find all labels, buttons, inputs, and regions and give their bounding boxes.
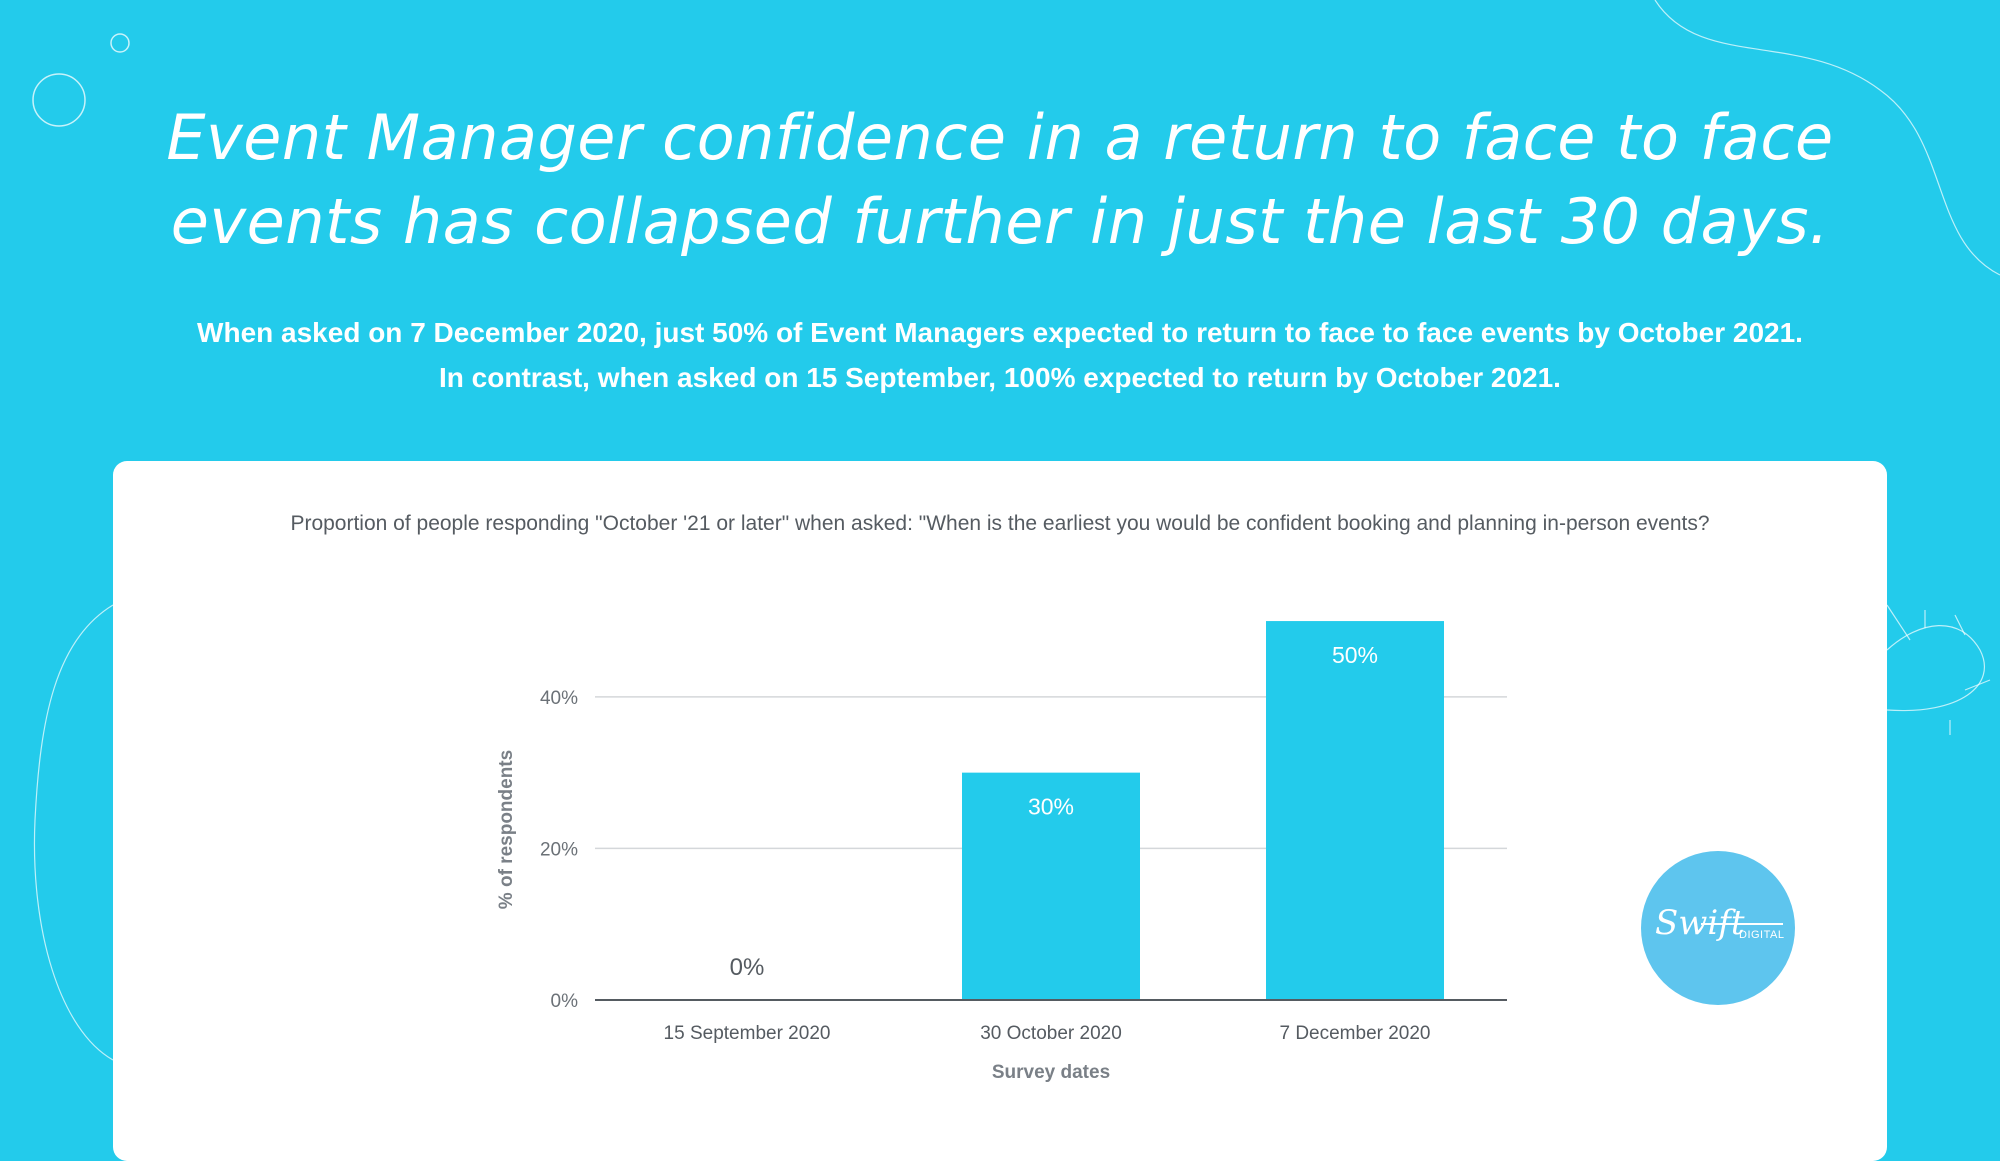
data-label: 0%: [730, 954, 765, 981]
y-tick-label: 20%: [540, 839, 578, 860]
headline-line-2: events has collapsed further in just the…: [170, 185, 1830, 258]
logo-sub-text: DIGITAL: [1739, 929, 1785, 941]
page-headline: Event Manager confidence in a return to …: [0, 96, 2000, 264]
headline-line-1: Event Manager confidence in a return to …: [166, 101, 1834, 174]
decor-circle-large: [32, 73, 86, 127]
y-tick-label: 0%: [551, 991, 579, 1012]
data-label: 50%: [1332, 642, 1378, 668]
decor-curve-top-right: [1654, 0, 2000, 276]
logo-underline: [1701, 923, 1783, 925]
y-tick-label: 40%: [540, 688, 578, 709]
x-tick-label: 15 September 2020: [664, 1023, 831, 1044]
x-tick-label: 7 December 2020: [1279, 1023, 1430, 1044]
bar-chart: 0% 20% 40% 0% 15 September 2020 30% 30 October…: [496, 621, 1507, 1083]
bar: [1266, 621, 1444, 1000]
bar: [962, 772, 1140, 1000]
y-axis-title: % of respondents: [496, 750, 517, 909]
decor-sun-right: [1886, 625, 1986, 712]
x-axis-title: Survey dates: [992, 1062, 1110, 1083]
page-subheading: When asked on 7 December 2020, just 50% …: [0, 310, 2000, 400]
survey-question: Proportion of people responding "October…: [290, 512, 1710, 535]
x-tick-label: 30 October 2020: [980, 1023, 1122, 1044]
decor-circle-small: [110, 33, 130, 53]
swift-digital-logo: Swift DIGITAL: [1641, 851, 1795, 1005]
data-label: 30%: [1028, 794, 1074, 820]
subhead-line-1: When asked on 7 December 2020, just 50% …: [197, 317, 1803, 348]
decor-curve-left: [33, 604, 114, 1061]
subhead-line-2: In contrast, when asked on 15 September,…: [439, 362, 1561, 393]
background-decorations: [32, 0, 2000, 1061]
